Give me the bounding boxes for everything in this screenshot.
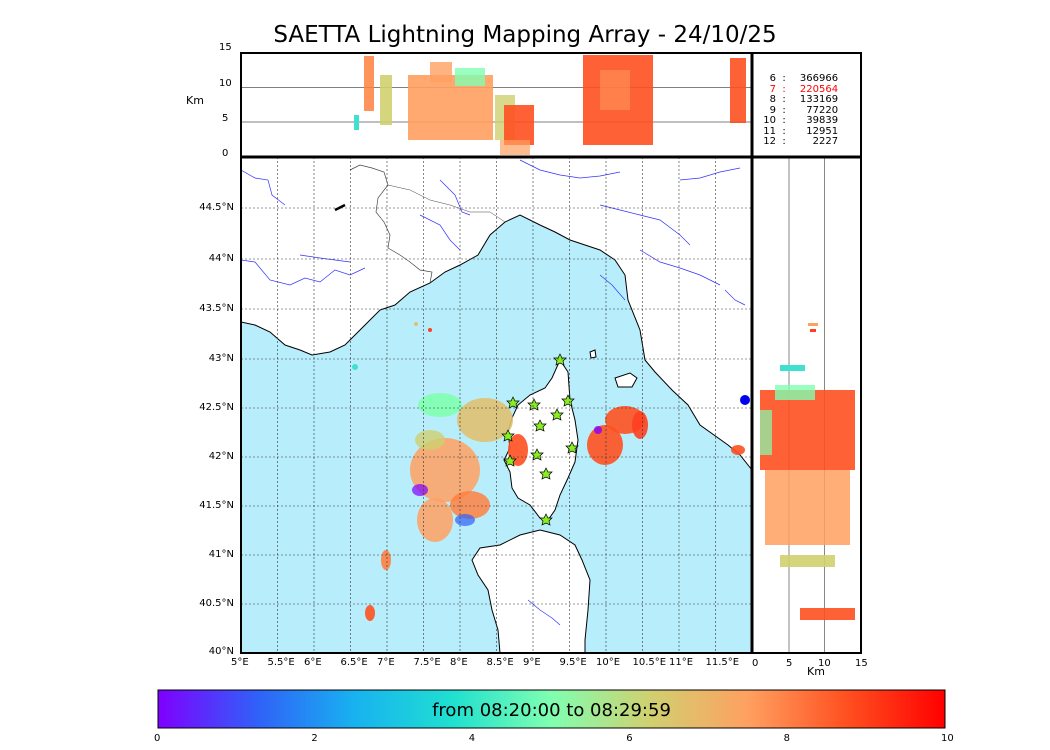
colorbar-tick: 0 [154, 733, 161, 744]
latitude-label: 43.5°N [199, 303, 234, 314]
longitude-label: 9°E [523, 657, 541, 668]
separator: : [776, 115, 793, 126]
longitude-label: 10.5°E [632, 657, 667, 668]
mainland [241, 157, 752, 471]
latitude-label: 43°N [208, 353, 234, 364]
latitude-label: 40.5°N [199, 598, 234, 609]
station-count-row: 7 : 220564 [760, 83, 839, 96]
longitude-label: 5.5°E [267, 657, 295, 668]
country-border [349, 164, 433, 284]
longitude-label: 5°E [231, 657, 249, 668]
alt-tick: 15 [219, 42, 232, 53]
colorbar-tick: 8 [783, 733, 790, 744]
altitude-latitude-panel [752, 157, 861, 653]
side-tick: 15 [855, 658, 868, 669]
source-count: 77220 [806, 104, 839, 116]
station-number: 8 [769, 94, 776, 105]
figure-frame [240, 52, 862, 654]
latitude-label: 42.5°N [199, 402, 234, 413]
colorbar-label: from 08:20:00 to 08:29:59 [432, 700, 671, 721]
station-count-row: 12 : 2227 [760, 136, 839, 148]
station-number: 11 [763, 125, 776, 137]
alt-tick: 10 [219, 78, 232, 89]
station-count-legend: 6 : 366966 7 : 220564 8 : 133169 9 : 77220 1… [760, 73, 839, 148]
colorbar [157, 689, 946, 729]
chart-title: SAETTA Lightning Mapping Array - 24/10/2… [273, 22, 777, 48]
side-axis-label: Km [807, 665, 825, 678]
source-count: 366966 [799, 73, 839, 84]
corsica [503, 358, 579, 521]
source-count: 12951 [806, 125, 839, 137]
station-count-row: 6 : 366966 [760, 73, 839, 85]
source-count: 2227 [812, 136, 839, 147]
source-count: 220564 [799, 83, 839, 95]
station-number: 6 [769, 73, 776, 84]
station-number: 12 [763, 136, 776, 147]
longitude-label: 11.5°E [705, 657, 740, 668]
map-panel [241, 157, 752, 653]
colorbar-tick: 6 [626, 733, 633, 744]
sardinia [471, 529, 591, 653]
region-border [387, 184, 506, 223]
latitude-label: 44.5°N [199, 202, 234, 213]
longitude-label: 8.5°E [486, 657, 514, 668]
lightning-sources-altitude [354, 55, 746, 155]
longitude-label: 10°E [596, 657, 621, 668]
side-tick: 0 [752, 658, 759, 669]
station-count-row: 10 : 39839 [760, 115, 839, 127]
alt-tick: 0 [222, 148, 229, 159]
side-tick: 5 [786, 658, 793, 669]
station-count-row: 9 : 77220 [760, 104, 839, 117]
station-count-row: 8 : 133169 [760, 94, 839, 106]
altitude-longitude-panel [241, 53, 752, 157]
latitude-label: 41.5°N [199, 500, 234, 511]
colorbar-tick: 2 [311, 733, 318, 744]
lightning-sources-map [352, 322, 745, 621]
station-number: 10 [763, 115, 776, 126]
separator: : [776, 94, 793, 105]
station-count-row: 11 : 12951 [760, 125, 839, 138]
lightning-sources-side [760, 323, 855, 620]
capraia [589, 349, 597, 359]
station-number: 9 [769, 104, 776, 116]
separator: : [776, 73, 793, 84]
longitude-label: 7°E [377, 657, 395, 668]
latitude-label: 42°N [208, 451, 234, 462]
separator: : [776, 136, 793, 147]
longitude-label: 6°E [304, 657, 322, 668]
longitude-label: 8°E [450, 657, 468, 668]
colorbar-tick: 10 [941, 733, 954, 744]
longitude-label: 9.5°E [559, 657, 587, 668]
source-count: 133169 [799, 94, 839, 105]
alt-axis-label: Km [186, 94, 204, 107]
lake [334, 203, 346, 212]
elba [614, 372, 638, 388]
separator: : [776, 125, 793, 137]
longitude-label: 11°E [669, 657, 694, 668]
station-number: 7 [769, 83, 776, 95]
latitude-label: 44°N [208, 253, 234, 264]
lake-bolsena [740, 395, 750, 405]
side-tick: 10 [818, 658, 831, 669]
longitude-label: 6.5°E [340, 657, 368, 668]
separator: : [776, 83, 793, 95]
latitude-label: 40°N [208, 646, 234, 657]
colorbar-tick: 4 [468, 733, 476, 744]
latitude-label: 41°N [208, 549, 234, 560]
source-count: 39839 [806, 115, 839, 126]
rivers [241, 159, 746, 626]
map-grid [241, 157, 752, 653]
longitude-label: 7.5°E [413, 657, 441, 668]
alt-tick: 5 [222, 113, 229, 124]
separator: : [776, 104, 793, 116]
station-markers [501, 353, 579, 526]
